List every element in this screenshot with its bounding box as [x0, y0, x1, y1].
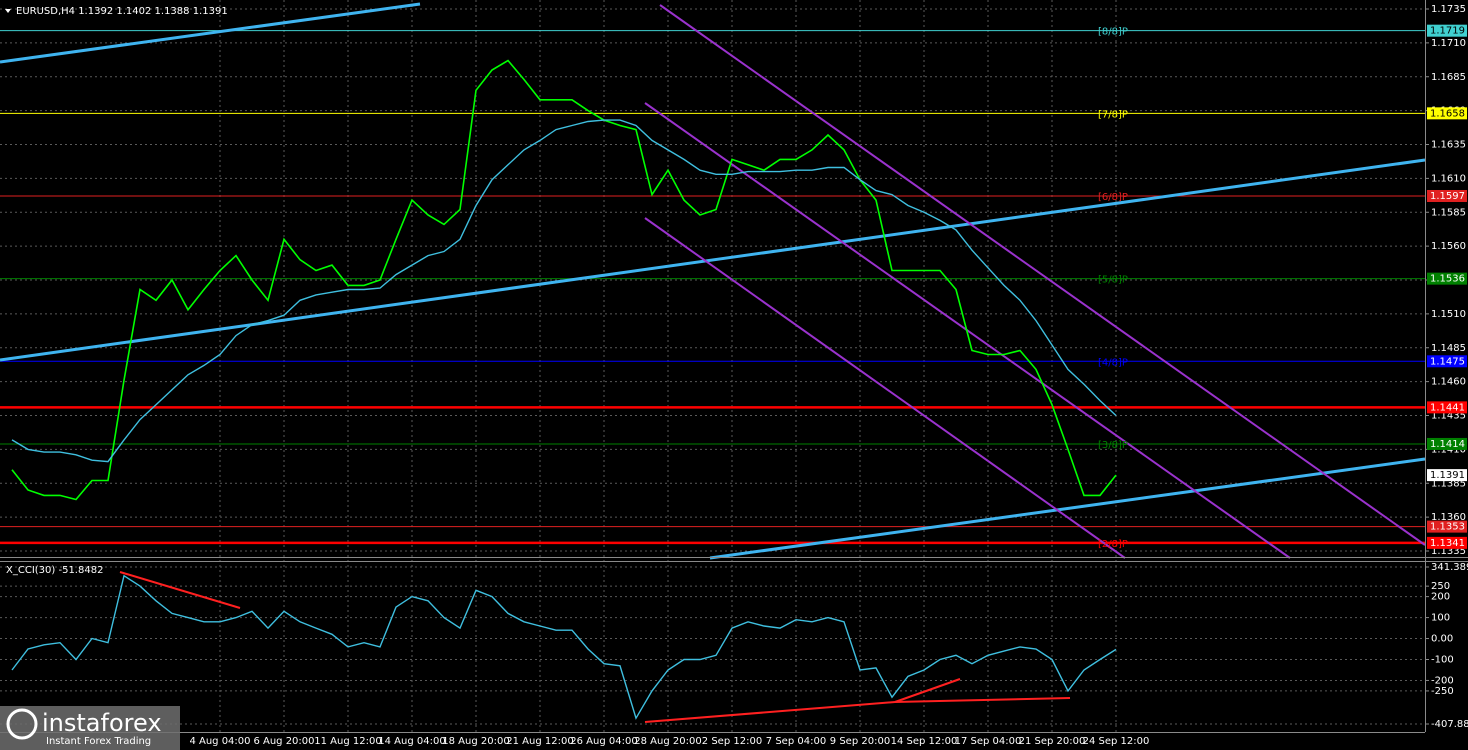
level-tag: [1427, 272, 1467, 285]
watermark-logo: [6, 708, 38, 740]
series-line: [11, 574, 1117, 720]
watermark: instaforex Instant Forex Trading: [0, 706, 180, 750]
y-tick-label: 1.1485: [1431, 343, 1466, 354]
x-tick-label: 21 Aug 12:00: [506, 736, 573, 747]
y-tick-label: -100: [1431, 654, 1454, 665]
divergence-line: [119, 571, 241, 609]
trend-lines: [0, 2, 1426, 560]
levels: [0, 30, 1425, 545]
level-tag: [1427, 520, 1467, 533]
divergence-line: [894, 678, 961, 703]
level-tag: [1427, 24, 1467, 37]
indicator-title: X_CCI(30) -51.8482: [6, 565, 103, 576]
grid: [0, 0, 1425, 732]
level-label: [3/8]P: [1098, 440, 1128, 451]
divergence-lines: [119, 571, 1071, 723]
level-tag: [1427, 401, 1467, 414]
y-tick-label: 1.1610: [1431, 173, 1466, 184]
menu-arrow: [5, 9, 11, 13]
watermark-brand: instaforex: [42, 709, 162, 737]
y-tick-label: -200: [1431, 675, 1454, 686]
chart-title: EURUSD,H4 1.1392 1.1402 1.1388 1.1391: [16, 6, 228, 17]
level-tag-label: 1.1441: [1430, 402, 1465, 413]
x-tick-label: 26 Aug 04:00: [570, 736, 637, 747]
y-tick-label: 1.1635: [1431, 140, 1466, 151]
level-tag-label: 1.1719: [1430, 26, 1465, 37]
series-line: [11, 119, 1117, 463]
level-label: [4/8]P: [1098, 357, 1128, 368]
watermark-tagline: Instant Forex Trading: [46, 736, 151, 747]
trend-line: [0, 2, 421, 64]
level-tag-label: 1.1597: [1430, 191, 1465, 202]
y-tick-label: 1.1585: [1431, 207, 1466, 218]
y-tick-label: 1.1735: [1431, 4, 1466, 15]
level-label: [5/8]P: [1098, 275, 1128, 286]
marks: [11, 59, 1117, 720]
price-tag-label: 1.1391: [1430, 470, 1465, 481]
y-tick-label: -407.883: [1431, 719, 1468, 730]
y-tick-label: -250: [1431, 686, 1454, 697]
level-label: [7/8]P: [1098, 109, 1128, 120]
divergence-line: [894, 697, 1071, 703]
channel-line: [659, 4, 1426, 546]
x-tick-label: 21 Sep 20:00: [1019, 736, 1086, 747]
x-tick-label: 6 Aug 20:00: [253, 736, 314, 747]
x-tick-label: 11 Aug 12:00: [314, 736, 381, 747]
level-tag: [1427, 536, 1467, 549]
y-tick-label: 341.3899: [1431, 562, 1468, 573]
level-label: [6/8]P: [1098, 192, 1128, 203]
level-tag-label: 1.1536: [1430, 274, 1465, 285]
frame: [0, 0, 1468, 733]
price-tag: [1427, 469, 1467, 482]
y-tick-label: 1.1710: [1431, 38, 1466, 49]
level-tag-label: 1.1414: [1430, 439, 1465, 450]
divergence-line: [644, 701, 896, 723]
y-tick-label: 1.1560: [1431, 241, 1466, 252]
level-tag: [1427, 355, 1467, 368]
x-tick-label: 9 Sep 20:00: [830, 736, 890, 747]
level-tag-label: 1.1475: [1430, 356, 1465, 367]
level-tag-label: 1.1658: [1430, 108, 1465, 119]
x-tick-label: 14 Aug 04:00: [378, 736, 445, 747]
series-line: [11, 59, 1117, 501]
channel-line: [644, 217, 1126, 559]
x-tick-label: 18 Aug 20:00: [442, 736, 509, 747]
x-tick-label: 17 Sep 04:00: [955, 736, 1022, 747]
x-tick-label: 14 Sep 12:00: [891, 736, 958, 747]
y-tick-label: 100: [1431, 613, 1450, 624]
level-tag: [1427, 107, 1467, 120]
y-tick-label: 250: [1431, 581, 1450, 592]
y-tick-label: 1.1510: [1431, 309, 1466, 320]
level-tag: [1427, 189, 1467, 202]
y-tick-label: 1.1435: [1431, 411, 1466, 422]
x-tick-label: 28 Aug 20:00: [634, 736, 701, 747]
level-tag: [1427, 437, 1467, 450]
y-tick-label: 1.1385: [1431, 478, 1466, 489]
x-tick-label: 7 Sep 04:00: [766, 736, 826, 747]
x-tick-label: 24 Sep 12:00: [1083, 736, 1150, 747]
y-tick-label: 1.1460: [1431, 377, 1466, 388]
y-tick-label: 0.00: [1431, 634, 1453, 645]
y-tick-label: 1.1685: [1431, 72, 1466, 83]
x-tick-label: 2 Sep 12:00: [702, 736, 762, 747]
x-tick-label: 4 Aug 04:00: [189, 736, 250, 747]
level-label: [2/8]P: [1098, 539, 1128, 550]
y-tick-label: 1.1360: [1431, 512, 1466, 523]
level-label: [8/8]P: [1098, 27, 1128, 38]
trend-line: [709, 457, 1426, 560]
level-tag-label: 1.1353: [1430, 522, 1465, 533]
y-tick-label: 1.1335: [1431, 546, 1466, 557]
level-tag-label: 1.1341: [1430, 538, 1465, 549]
trend-line: [0, 158, 1426, 362]
y-tick-label: 200: [1431, 592, 1450, 603]
